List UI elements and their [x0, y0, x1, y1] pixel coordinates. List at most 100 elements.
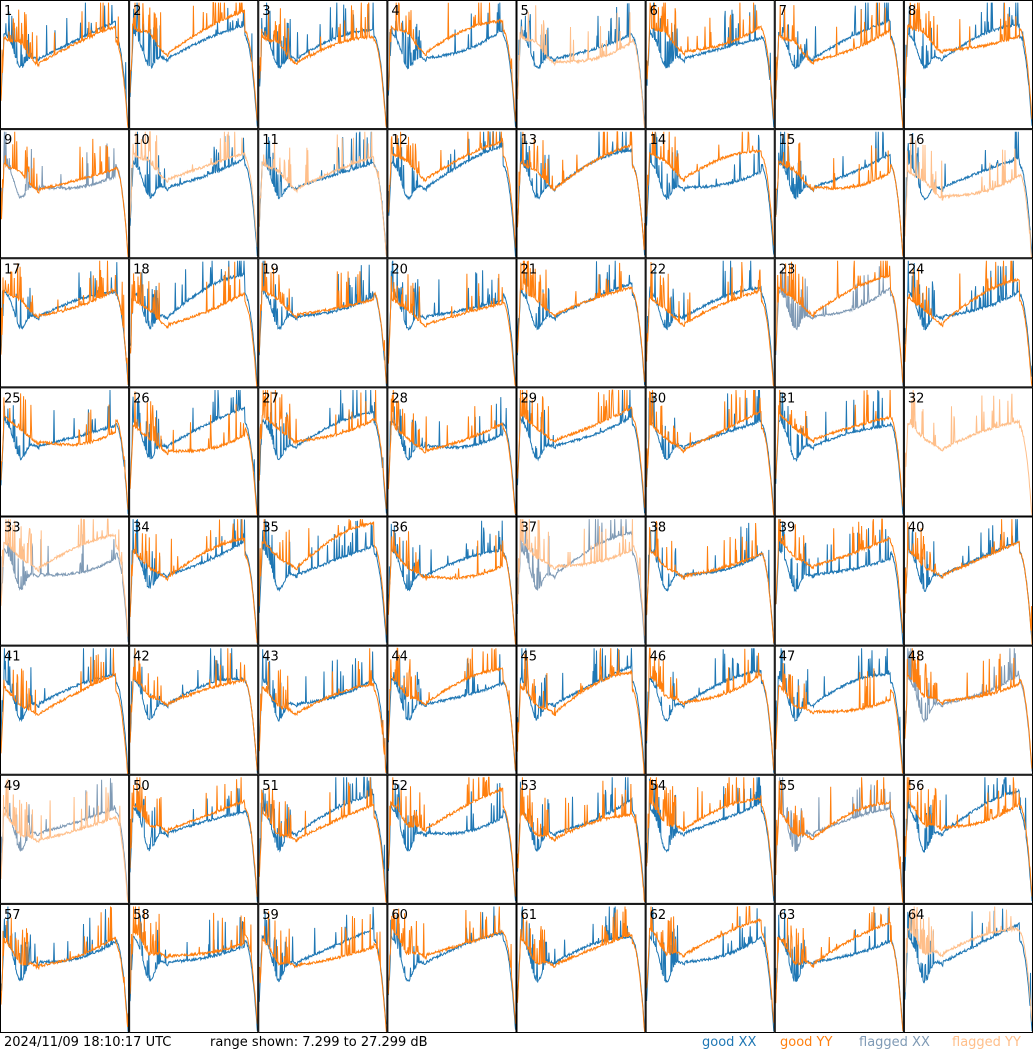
panel-11: 11 — [258, 129, 388, 259]
series-yy-panel-37 — [517, 519, 646, 636]
panel-frame — [129, 0, 259, 130]
panel-46: 46 — [645, 645, 775, 775]
series-xx-panel-41 — [0, 648, 129, 773]
panel-frame — [387, 903, 517, 1033]
panel-55: 55 — [774, 774, 904, 904]
series-yy-panel-48 — [904, 648, 1033, 769]
panel-20: 20 — [387, 258, 517, 388]
panel-frame — [516, 774, 646, 904]
legend-flagged-xx: flagged XX — [859, 1035, 930, 1050]
series-yy-panel-5 — [517, 5, 646, 128]
panel-label: 1 — [4, 4, 12, 19]
series-yy-panel-55 — [775, 777, 904, 903]
panel-frame — [387, 387, 517, 517]
panel-frame — [774, 774, 904, 904]
series-xx-panel-1 — [0, 2, 129, 128]
legend-flagged-yy: flagged YY — [952, 1035, 1021, 1050]
panel-frame — [774, 903, 904, 1033]
panel-label: 45 — [521, 650, 538, 665]
series-xx-panel-62 — [646, 907, 775, 1032]
series-yy-panel-62 — [646, 906, 775, 1023]
panel-39: 39 — [774, 516, 904, 646]
panel-label: 9 — [4, 133, 12, 148]
series-yy-panel-30 — [646, 389, 775, 516]
panel-44: 44 — [387, 645, 517, 775]
panel-frame — [258, 129, 388, 259]
series-xx-panel-56 — [904, 777, 1033, 902]
series-xx-panel-50 — [129, 788, 258, 902]
series-xx-panel-60 — [387, 906, 516, 1030]
panel-frame — [129, 129, 259, 259]
panel-frame — [516, 645, 646, 775]
panel-label: 15 — [779, 133, 796, 148]
panel-label: 42 — [133, 650, 150, 665]
series-yy-panel-22 — [646, 261, 775, 387]
panel-label: 52 — [391, 779, 408, 794]
panel-53: 53 — [516, 774, 646, 904]
panel-frame — [774, 129, 904, 259]
series-xx-panel-42 — [129, 648, 258, 773]
panel-label: 8 — [908, 4, 916, 19]
panel-frame — [645, 387, 775, 517]
panel-41: 41 — [0, 645, 130, 775]
series-xx-panel-15 — [775, 131, 904, 255]
series-yy-panel-10 — [129, 131, 258, 248]
panel-label: 23 — [779, 262, 796, 277]
series-yy-panel-4 — [387, 2, 516, 122]
panel-label: 47 — [779, 650, 796, 665]
series-xx-panel-44 — [387, 654, 516, 772]
series-yy-panel-14 — [646, 131, 775, 246]
panel-label: 18 — [133, 262, 150, 277]
panel-62: 62 — [645, 903, 775, 1033]
panel-45: 45 — [516, 645, 646, 775]
footer: 2024/11/09 18:10:17 UTC range shown: 7.2… — [0, 1033, 1033, 1053]
panel-label: 56 — [908, 779, 925, 794]
series-xx-panel-25 — [0, 389, 129, 515]
series-yy-panel-53 — [517, 777, 646, 902]
panel-frame — [258, 0, 388, 130]
panel-frame — [645, 774, 775, 904]
panel-22: 22 — [645, 258, 775, 388]
panel-frame — [387, 129, 517, 259]
panel-24: 24 — [903, 258, 1033, 388]
series-yy-panel-64 — [904, 906, 1033, 1022]
series-yy-panel-9 — [0, 131, 129, 258]
panel-49: 49 — [0, 774, 130, 904]
panel-54: 54 — [645, 774, 775, 904]
series-yy-panel-23 — [775, 260, 904, 383]
panel-label: 59 — [262, 908, 279, 923]
panel-40: 40 — [903, 516, 1033, 646]
panel-label: 38 — [650, 521, 667, 536]
panel-19: 19 — [258, 258, 388, 388]
panel-label: 22 — [650, 262, 667, 277]
panel-frame — [0, 774, 130, 904]
panel-37: 37 — [516, 516, 646, 646]
series-xx-panel-63 — [775, 907, 904, 1030]
series-yy-panel-36 — [387, 531, 516, 645]
series-xx-panel-7 — [775, 2, 904, 128]
panel-label: 61 — [521, 908, 538, 923]
panel-15: 15 — [774, 129, 904, 259]
series-xx-panel-37 — [517, 519, 646, 644]
series-xx-panel-27 — [258, 389, 387, 514]
panel-label: 17 — [4, 262, 21, 277]
panel-26: 26 — [129, 387, 259, 517]
series-yy-panel-45 — [517, 648, 646, 775]
series-yy-panel-12 — [387, 131, 516, 248]
panel-32: 32 — [903, 387, 1033, 517]
series-yy-panel-60 — [387, 906, 516, 1024]
panel-label: 55 — [779, 779, 796, 794]
series-yy-panel-15 — [775, 133, 904, 257]
panel-frame — [387, 774, 517, 904]
panel-label: 26 — [133, 391, 150, 406]
panel-label: 51 — [262, 779, 279, 794]
series-xx-panel-10 — [129, 131, 258, 257]
series-yy-panel-54 — [646, 777, 775, 897]
series-xx-panel-13 — [517, 131, 646, 256]
panel-label: 28 — [391, 391, 408, 406]
panel-label: 2 — [133, 4, 141, 19]
series-xx-panel-52 — [387, 782, 516, 901]
series-yy-panel-28 — [387, 389, 516, 515]
series-xx-panel-16 — [904, 131, 1033, 257]
series-yy-panel-20 — [387, 273, 516, 386]
